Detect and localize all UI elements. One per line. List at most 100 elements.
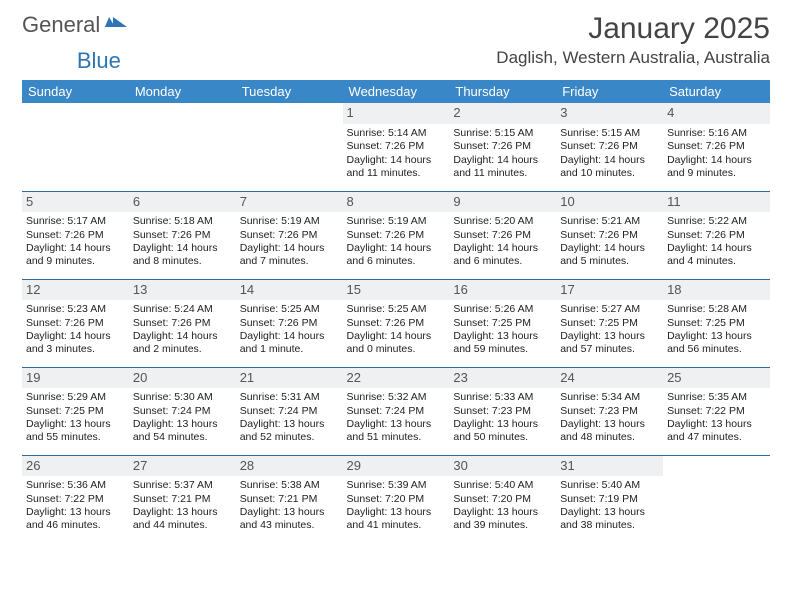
- day-number: 1: [343, 103, 450, 124]
- calendar-cell: 7Sunrise: 5:19 AMSunset: 7:26 PMDaylight…: [236, 191, 343, 279]
- day-details: Sunrise: 5:28 AMSunset: 7:25 PMDaylight:…: [667, 303, 766, 357]
- day-number: 9: [449, 192, 556, 213]
- calendar-week: 26Sunrise: 5:36 AMSunset: 7:22 PMDayligh…: [22, 455, 770, 543]
- calendar-cell: 11Sunrise: 5:22 AMSunset: 7:26 PMDayligh…: [663, 191, 770, 279]
- day-details: Sunrise: 5:25 AMSunset: 7:26 PMDaylight:…: [347, 303, 446, 357]
- calendar-cell: 20Sunrise: 5:30 AMSunset: 7:24 PMDayligh…: [129, 367, 236, 455]
- weekday-header: Wednesday: [343, 80, 450, 103]
- weekday-header: Monday: [129, 80, 236, 103]
- calendar-cell: 9Sunrise: 5:20 AMSunset: 7:26 PMDaylight…: [449, 191, 556, 279]
- calendar-cell: 8Sunrise: 5:19 AMSunset: 7:26 PMDaylight…: [343, 191, 450, 279]
- day-number: 4: [663, 103, 770, 124]
- day-details: Sunrise: 5:35 AMSunset: 7:22 PMDaylight:…: [667, 391, 766, 445]
- logo-sail2-icon: [113, 17, 127, 27]
- calendar-cell: [22, 103, 129, 191]
- day-details: Sunrise: 5:15 AMSunset: 7:26 PMDaylight:…: [560, 127, 659, 181]
- day-number: 22: [343, 368, 450, 389]
- location-label: Daglish, Western Australia, Australia: [496, 48, 770, 68]
- day-details: Sunrise: 5:23 AMSunset: 7:26 PMDaylight:…: [26, 303, 125, 357]
- calendar-week: 19Sunrise: 5:29 AMSunset: 7:25 PMDayligh…: [22, 367, 770, 455]
- calendar-cell: 22Sunrise: 5:32 AMSunset: 7:24 PMDayligh…: [343, 367, 450, 455]
- calendar-cell: 23Sunrise: 5:33 AMSunset: 7:23 PMDayligh…: [449, 367, 556, 455]
- day-number: 24: [556, 368, 663, 389]
- day-details: Sunrise: 5:18 AMSunset: 7:26 PMDaylight:…: [133, 215, 232, 269]
- calendar-header: SundayMondayTuesdayWednesdayThursdayFrid…: [22, 80, 770, 103]
- calendar-body: 1 Sunrise: 5:14 AMSunset: 7:26 PMDaylight…: [22, 103, 770, 543]
- calendar-cell: [663, 455, 770, 543]
- calendar-cell: 16Sunrise: 5:26 AMSunset: 7:25 PMDayligh…: [449, 279, 556, 367]
- calendar-week: 12Sunrise: 5:23 AMSunset: 7:26 PMDayligh…: [22, 279, 770, 367]
- day-details: Sunrise: 5:32 AMSunset: 7:24 PMDaylight:…: [347, 391, 446, 445]
- calendar-cell: 19Sunrise: 5:29 AMSunset: 7:25 PMDayligh…: [22, 367, 129, 455]
- calendar-cell: 31Sunrise: 5:40 AMSunset: 7:19 PMDayligh…: [556, 455, 663, 543]
- day-details: Sunrise: 5:25 AMSunset: 7:26 PMDaylight:…: [240, 303, 339, 357]
- title-block: January 2025 Daglish, Western Australia,…: [496, 12, 770, 68]
- weekday-header: Saturday: [663, 80, 770, 103]
- day-number: 17: [556, 280, 663, 301]
- calendar-cell: 2 Sunrise: 5:15 AMSunset: 7:26 PMDaylight…: [449, 103, 556, 191]
- page-title: January 2025: [496, 12, 770, 46]
- day-details: Sunrise: 5:30 AMSunset: 7:24 PMDaylight:…: [133, 391, 232, 445]
- calendar-cell: 5Sunrise: 5:17 AMSunset: 7:26 PMDaylight…: [22, 191, 129, 279]
- day-number: 31: [556, 456, 663, 477]
- day-details: Sunrise: 5:31 AMSunset: 7:24 PMDaylight:…: [240, 391, 339, 445]
- calendar-week: 1 Sunrise: 5:14 AMSunset: 7:26 PMDaylight…: [22, 103, 770, 191]
- calendar-cell: 14Sunrise: 5:25 AMSunset: 7:26 PMDayligh…: [236, 279, 343, 367]
- day-details: Sunrise: 5:36 AMSunset: 7:22 PMDaylight:…: [26, 479, 125, 533]
- calendar-cell: 15Sunrise: 5:25 AMSunset: 7:26 PMDayligh…: [343, 279, 450, 367]
- day-details: Sunrise: 5:14 AMSunset: 7:26 PMDaylight:…: [347, 127, 446, 181]
- day-details: Sunrise: 5:21 AMSunset: 7:26 PMDaylight:…: [560, 215, 659, 269]
- calendar-cell: [129, 103, 236, 191]
- calendar-cell: 10Sunrise: 5:21 AMSunset: 7:26 PMDayligh…: [556, 191, 663, 279]
- day-number: 16: [449, 280, 556, 301]
- calendar-cell: [236, 103, 343, 191]
- day-number: 15: [343, 280, 450, 301]
- calendar-cell: 30Sunrise: 5:40 AMSunset: 7:20 PMDayligh…: [449, 455, 556, 543]
- day-number: 2: [449, 103, 556, 124]
- day-details: Sunrise: 5:19 AMSunset: 7:26 PMDaylight:…: [240, 215, 339, 269]
- day-number: 20: [129, 368, 236, 389]
- brand-part1: General: [22, 12, 100, 38]
- calendar-week: 5Sunrise: 5:17 AMSunset: 7:26 PMDaylight…: [22, 191, 770, 279]
- weekday-header: Tuesday: [236, 80, 343, 103]
- day-details: Sunrise: 5:24 AMSunset: 7:26 PMDaylight:…: [133, 303, 232, 357]
- day-details: Sunrise: 5:39 AMSunset: 7:20 PMDaylight:…: [347, 479, 446, 533]
- day-details: Sunrise: 5:34 AMSunset: 7:23 PMDaylight:…: [560, 391, 659, 445]
- day-number: 11: [663, 192, 770, 213]
- calendar-cell: 13Sunrise: 5:24 AMSunset: 7:26 PMDayligh…: [129, 279, 236, 367]
- calendar-cell: 21Sunrise: 5:31 AMSunset: 7:24 PMDayligh…: [236, 367, 343, 455]
- day-details: Sunrise: 5:29 AMSunset: 7:25 PMDaylight:…: [26, 391, 125, 445]
- calendar-cell: 24Sunrise: 5:34 AMSunset: 7:23 PMDayligh…: [556, 367, 663, 455]
- day-number: 29: [343, 456, 450, 477]
- day-details: Sunrise: 5:33 AMSunset: 7:23 PMDaylight:…: [453, 391, 552, 445]
- day-details: Sunrise: 5:40 AMSunset: 7:20 PMDaylight:…: [453, 479, 552, 533]
- day-details: Sunrise: 5:26 AMSunset: 7:25 PMDaylight:…: [453, 303, 552, 357]
- calendar-cell: 18Sunrise: 5:28 AMSunset: 7:25 PMDayligh…: [663, 279, 770, 367]
- day-details: Sunrise: 5:37 AMSunset: 7:21 PMDaylight:…: [133, 479, 232, 533]
- day-number: 8: [343, 192, 450, 213]
- day-number: 18: [663, 280, 770, 301]
- day-number: 14: [236, 280, 343, 301]
- day-number: 7: [236, 192, 343, 213]
- calendar-cell: 17Sunrise: 5:27 AMSunset: 7:25 PMDayligh…: [556, 279, 663, 367]
- day-number: 28: [236, 456, 343, 477]
- day-number: 21: [236, 368, 343, 389]
- calendar-cell: 26Sunrise: 5:36 AMSunset: 7:22 PMDayligh…: [22, 455, 129, 543]
- calendar-cell: 28Sunrise: 5:38 AMSunset: 7:21 PMDayligh…: [236, 455, 343, 543]
- brand-part2: Blue: [77, 48, 121, 74]
- calendar-cell: 3Sunrise: 5:15 AMSunset: 7:26 PMDaylight…: [556, 103, 663, 191]
- calendar-cell: 12Sunrise: 5:23 AMSunset: 7:26 PMDayligh…: [22, 279, 129, 367]
- day-number: 26: [22, 456, 129, 477]
- day-details: Sunrise: 5:38 AMSunset: 7:21 PMDaylight:…: [240, 479, 339, 533]
- calendar-cell: 4Sunrise: 5:16 AMSunset: 7:26 PMDaylight…: [663, 103, 770, 191]
- calendar-cell: 1 Sunrise: 5:14 AMSunset: 7:26 PMDaylight…: [343, 103, 450, 191]
- calendar-cell: 25Sunrise: 5:35 AMSunset: 7:22 PMDayligh…: [663, 367, 770, 455]
- day-details: Sunrise: 5:27 AMSunset: 7:25 PMDaylight:…: [560, 303, 659, 357]
- weekday-header: Friday: [556, 80, 663, 103]
- calendar-cell: 27Sunrise: 5:37 AMSunset: 7:21 PMDayligh…: [129, 455, 236, 543]
- day-number: 23: [449, 368, 556, 389]
- calendar-table: SundayMondayTuesdayWednesdayThursdayFrid…: [22, 80, 770, 543]
- day-details: Sunrise: 5:15 AMSunset: 7:26 PMDaylight:…: [453, 127, 552, 181]
- day-number: 25: [663, 368, 770, 389]
- calendar-cell: 6Sunrise: 5:18 AMSunset: 7:26 PMDaylight…: [129, 191, 236, 279]
